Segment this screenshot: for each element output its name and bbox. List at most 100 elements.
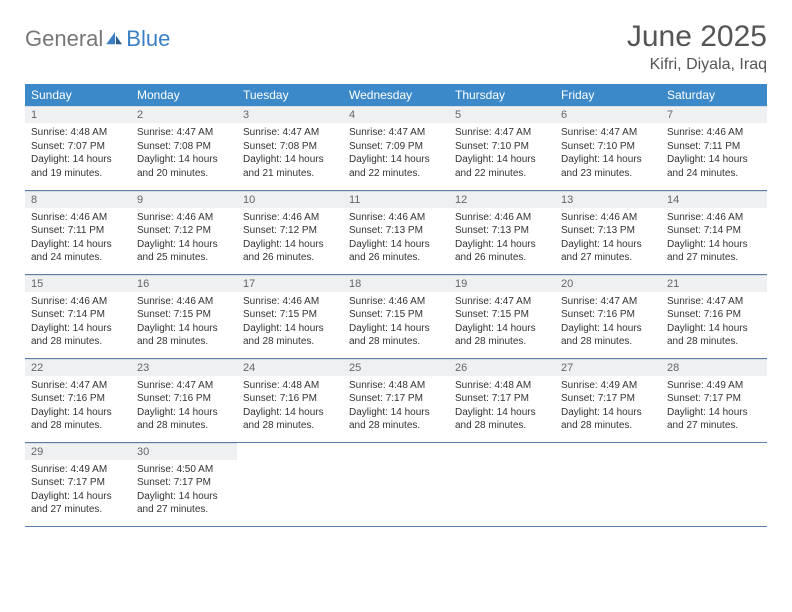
calendar-day-cell: 14Sunrise: 4:46 AMSunset: 7:14 PMDayligh… [661, 190, 767, 274]
calendar-day-cell: 1Sunrise: 4:48 AMSunset: 7:07 PMDaylight… [25, 106, 131, 190]
day-details: Sunrise: 4:46 AMSunset: 7:15 PMDaylight:… [237, 292, 343, 355]
day-number: 24 [237, 359, 343, 376]
day-number: 15 [25, 275, 131, 292]
day-details: Sunrise: 4:47 AMSunset: 7:10 PMDaylight:… [449, 123, 555, 186]
day-number: 9 [131, 191, 237, 208]
calendar-day-cell: 19Sunrise: 4:47 AMSunset: 7:15 PMDayligh… [449, 274, 555, 358]
day-details: Sunrise: 4:46 AMSunset: 7:13 PMDaylight:… [555, 208, 661, 271]
calendar-day-cell: 11Sunrise: 4:46 AMSunset: 7:13 PMDayligh… [343, 190, 449, 274]
day-details: Sunrise: 4:46 AMSunset: 7:11 PMDaylight:… [661, 123, 767, 186]
calendar-week-row: 29Sunrise: 4:49 AMSunset: 7:17 PMDayligh… [25, 442, 767, 526]
day-details: Sunrise: 4:47 AMSunset: 7:16 PMDaylight:… [25, 376, 131, 439]
calendar-day-cell: 24Sunrise: 4:48 AMSunset: 7:16 PMDayligh… [237, 358, 343, 442]
day-details: Sunrise: 4:48 AMSunset: 7:17 PMDaylight:… [343, 376, 449, 439]
calendar-empty-cell [661, 442, 767, 526]
calendar-day-cell: 17Sunrise: 4:46 AMSunset: 7:15 PMDayligh… [237, 274, 343, 358]
day-details: Sunrise: 4:46 AMSunset: 7:14 PMDaylight:… [661, 208, 767, 271]
day-details: Sunrise: 4:47 AMSunset: 7:08 PMDaylight:… [237, 123, 343, 186]
day-number: 18 [343, 275, 449, 292]
weekday-header: Monday [131, 84, 237, 106]
calendar-day-cell: 4Sunrise: 4:47 AMSunset: 7:09 PMDaylight… [343, 106, 449, 190]
weekday-header: Tuesday [237, 84, 343, 106]
day-number: 3 [237, 106, 343, 123]
calendar-empty-cell [555, 442, 661, 526]
day-details: Sunrise: 4:47 AMSunset: 7:16 PMDaylight:… [555, 292, 661, 355]
day-details: Sunrise: 4:46 AMSunset: 7:11 PMDaylight:… [25, 208, 131, 271]
calendar-day-cell: 8Sunrise: 4:46 AMSunset: 7:11 PMDaylight… [25, 190, 131, 274]
day-details: Sunrise: 4:46 AMSunset: 7:15 PMDaylight:… [343, 292, 449, 355]
calendar-day-cell: 15Sunrise: 4:46 AMSunset: 7:14 PMDayligh… [25, 274, 131, 358]
day-details: Sunrise: 4:48 AMSunset: 7:07 PMDaylight:… [25, 123, 131, 186]
day-number: 5 [449, 106, 555, 123]
weekday-header: Friday [555, 84, 661, 106]
day-details: Sunrise: 4:49 AMSunset: 7:17 PMDaylight:… [661, 376, 767, 439]
calendar-day-cell: 5Sunrise: 4:47 AMSunset: 7:10 PMDaylight… [449, 106, 555, 190]
weekday-header: Wednesday [343, 84, 449, 106]
day-number: 23 [131, 359, 237, 376]
day-details: Sunrise: 4:46 AMSunset: 7:13 PMDaylight:… [449, 208, 555, 271]
title-block: June 2025 Kifri, Diyala, Iraq [627, 20, 767, 74]
day-number: 11 [343, 191, 449, 208]
day-details: Sunrise: 4:47 AMSunset: 7:10 PMDaylight:… [555, 123, 661, 186]
calendar-week-row: 22Sunrise: 4:47 AMSunset: 7:16 PMDayligh… [25, 358, 767, 442]
day-number: 8 [25, 191, 131, 208]
day-details: Sunrise: 4:48 AMSunset: 7:16 PMDaylight:… [237, 376, 343, 439]
calendar-table: SundayMondayTuesdayWednesdayThursdayFrid… [25, 84, 767, 527]
calendar-day-cell: 25Sunrise: 4:48 AMSunset: 7:17 PMDayligh… [343, 358, 449, 442]
calendar-week-row: 1Sunrise: 4:48 AMSunset: 7:07 PMDaylight… [25, 106, 767, 190]
calendar-day-cell: 21Sunrise: 4:47 AMSunset: 7:16 PMDayligh… [661, 274, 767, 358]
calendar-day-cell: 3Sunrise: 4:47 AMSunset: 7:08 PMDaylight… [237, 106, 343, 190]
day-details: Sunrise: 4:46 AMSunset: 7:12 PMDaylight:… [131, 208, 237, 271]
day-number: 10 [237, 191, 343, 208]
calendar-empty-cell [343, 442, 449, 526]
calendar-day-cell: 13Sunrise: 4:46 AMSunset: 7:13 PMDayligh… [555, 190, 661, 274]
day-number: 1 [25, 106, 131, 123]
calendar-day-cell: 16Sunrise: 4:46 AMSunset: 7:15 PMDayligh… [131, 274, 237, 358]
day-number: 2 [131, 106, 237, 123]
day-number: 13 [555, 191, 661, 208]
calendar-day-cell: 20Sunrise: 4:47 AMSunset: 7:16 PMDayligh… [555, 274, 661, 358]
calendar-body: 1Sunrise: 4:48 AMSunset: 7:07 PMDaylight… [25, 106, 767, 526]
day-number: 25 [343, 359, 449, 376]
day-number: 4 [343, 106, 449, 123]
day-details: Sunrise: 4:47 AMSunset: 7:08 PMDaylight:… [131, 123, 237, 186]
day-details: Sunrise: 4:48 AMSunset: 7:17 PMDaylight:… [449, 376, 555, 439]
day-number: 12 [449, 191, 555, 208]
day-number: 21 [661, 275, 767, 292]
weekday-header: Sunday [25, 84, 131, 106]
calendar-day-cell: 27Sunrise: 4:49 AMSunset: 7:17 PMDayligh… [555, 358, 661, 442]
month-title: June 2025 [627, 20, 767, 54]
calendar-empty-cell [449, 442, 555, 526]
day-number: 22 [25, 359, 131, 376]
calendar-week-row: 8Sunrise: 4:46 AMSunset: 7:11 PMDaylight… [25, 190, 767, 274]
day-number: 6 [555, 106, 661, 123]
day-number: 14 [661, 191, 767, 208]
page-header: General Blue June 2025 Kifri, Diyala, Ir… [25, 20, 767, 74]
calendar-day-cell: 22Sunrise: 4:47 AMSunset: 7:16 PMDayligh… [25, 358, 131, 442]
calendar-day-cell: 26Sunrise: 4:48 AMSunset: 7:17 PMDayligh… [449, 358, 555, 442]
day-number: 26 [449, 359, 555, 376]
day-details: Sunrise: 4:46 AMSunset: 7:15 PMDaylight:… [131, 292, 237, 355]
calendar-day-cell: 7Sunrise: 4:46 AMSunset: 7:11 PMDaylight… [661, 106, 767, 190]
calendar-day-cell: 23Sunrise: 4:47 AMSunset: 7:16 PMDayligh… [131, 358, 237, 442]
calendar-day-cell: 6Sunrise: 4:47 AMSunset: 7:10 PMDaylight… [555, 106, 661, 190]
calendar-day-cell: 18Sunrise: 4:46 AMSunset: 7:15 PMDayligh… [343, 274, 449, 358]
calendar-day-cell: 29Sunrise: 4:49 AMSunset: 7:17 PMDayligh… [25, 442, 131, 526]
calendar-week-row: 15Sunrise: 4:46 AMSunset: 7:14 PMDayligh… [25, 274, 767, 358]
logo: General Blue [25, 20, 170, 52]
day-details: Sunrise: 4:49 AMSunset: 7:17 PMDaylight:… [555, 376, 661, 439]
day-number: 19 [449, 275, 555, 292]
weekday-header-row: SundayMondayTuesdayWednesdayThursdayFrid… [25, 84, 767, 106]
day-details: Sunrise: 4:50 AMSunset: 7:17 PMDaylight:… [131, 460, 237, 523]
day-details: Sunrise: 4:47 AMSunset: 7:09 PMDaylight:… [343, 123, 449, 186]
day-details: Sunrise: 4:46 AMSunset: 7:13 PMDaylight:… [343, 208, 449, 271]
day-details: Sunrise: 4:47 AMSunset: 7:15 PMDaylight:… [449, 292, 555, 355]
calendar-day-cell: 12Sunrise: 4:46 AMSunset: 7:13 PMDayligh… [449, 190, 555, 274]
day-details: Sunrise: 4:46 AMSunset: 7:12 PMDaylight:… [237, 208, 343, 271]
logo-text-blue: Blue [126, 26, 170, 52]
logo-sail-icon [106, 32, 124, 46]
day-number: 30 [131, 443, 237, 460]
day-number: 7 [661, 106, 767, 123]
day-details: Sunrise: 4:47 AMSunset: 7:16 PMDaylight:… [131, 376, 237, 439]
day-number: 17 [237, 275, 343, 292]
